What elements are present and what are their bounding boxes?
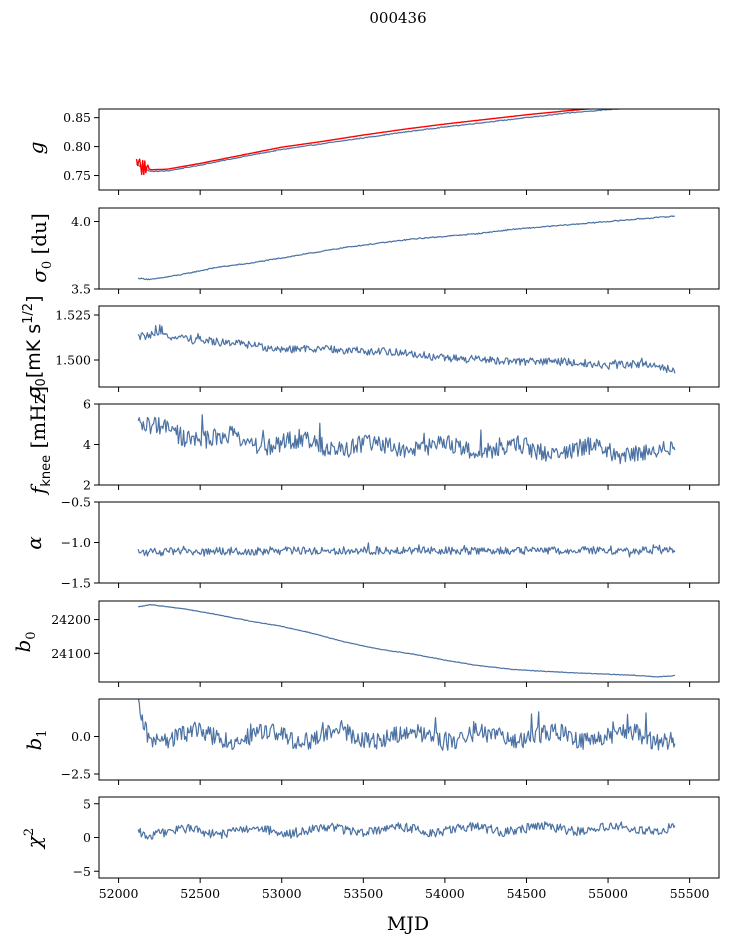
ylabel-fknee: fknee [mHz] [26,386,54,496]
x-axis-label: MJD [387,913,429,935]
y-tick-label: 1.500 [55,353,91,368]
panel-g: g [24,142,48,155]
y-tick-label: −2.5 [61,767,91,782]
ylabel-g: g [24,142,48,155]
axes-frame-g [98,108,720,191]
panel-sigma0-mk: σ0[mK s1/2] [21,296,49,399]
ylabel-sigma0-mk: σ0[mK s1/2] [21,296,49,399]
axes-frame-b1 [98,698,720,781]
panel-alpha: α [22,536,46,550]
series-line-alpha [137,542,676,558]
axes-frame-sigma0_mk [98,305,720,388]
x-tick-label: 54000 [425,886,465,901]
y-tick-label: 5 [83,796,91,811]
y-tick-label: −1.5 [61,576,91,591]
figure-title: 000436 [369,9,426,27]
ylabel-b0: b0 [11,631,39,652]
series-line-g [136,109,628,173]
x-tick-label: 52000 [99,886,139,901]
panel-sigma0-du: σ0 [du] [27,213,55,283]
series-line-chi2 [137,821,676,840]
series-line-b0 [138,604,675,678]
axes-frame-sigma0_du [98,207,720,290]
series-line-sigma0_du [137,215,676,281]
y-tick-label: 0.0 [71,729,91,744]
x-tick-label: 55000 [588,886,628,901]
y-tick-label: 3.5 [71,282,91,297]
y-tick-label: 0.80 [63,139,91,154]
ylabel-b1: b1 [22,729,50,750]
y-tick-label: −5 [73,864,91,879]
panel-fknee: fknee [mHz] [26,386,54,496]
series-line-b1 [137,699,676,751]
y-tick-label: 1.525 [55,308,91,323]
x-tick-label: 52500 [180,886,220,901]
series-line-sigma0_mk [137,324,676,374]
y-tick-label: 0.75 [63,168,91,183]
y-tick-label: 6 [83,397,91,412]
fit-line-g [135,109,597,176]
axes-frame-fknee [98,403,720,486]
y-tick-label: 0.85 [63,110,91,125]
x-tick-label: 55500 [670,886,710,901]
y-tick-label: 0 [83,830,91,845]
y-tick-label: 2 [83,478,91,493]
ylabel-sigma0-du: σ0 [du] [27,213,55,283]
y-tick-label: 24100 [51,646,91,661]
axes-frame-b0 [98,600,720,683]
x-tick-label: 54500 [507,886,547,901]
series-line-fknee [137,414,676,465]
panel-chi2: χ2 [22,828,46,850]
panel-b1: b1 [22,729,50,750]
y-tick-label: 4.0 [71,214,91,229]
y-tick-label: −0.5 [61,495,91,510]
x-tick-label: 53500 [343,886,383,901]
y-tick-label: 4 [83,437,91,452]
axes-frame-alpha [98,501,720,584]
y-tick-label: −1.0 [61,535,91,550]
panel-b0: b0 [11,631,39,652]
plot-area: 0.75 0.80 0.85 3.5 4.0 1.500 1.525 2 4 6 −1.5 −1.0 −… [51,108,720,901]
y-tick-label: 24200 [51,612,91,627]
x-tick-label: 53000 [262,886,302,901]
ylabel-chi2: χ2 [22,828,46,850]
ylabel-alpha: α [22,536,46,550]
axes-frame-chi2 [98,796,720,879]
